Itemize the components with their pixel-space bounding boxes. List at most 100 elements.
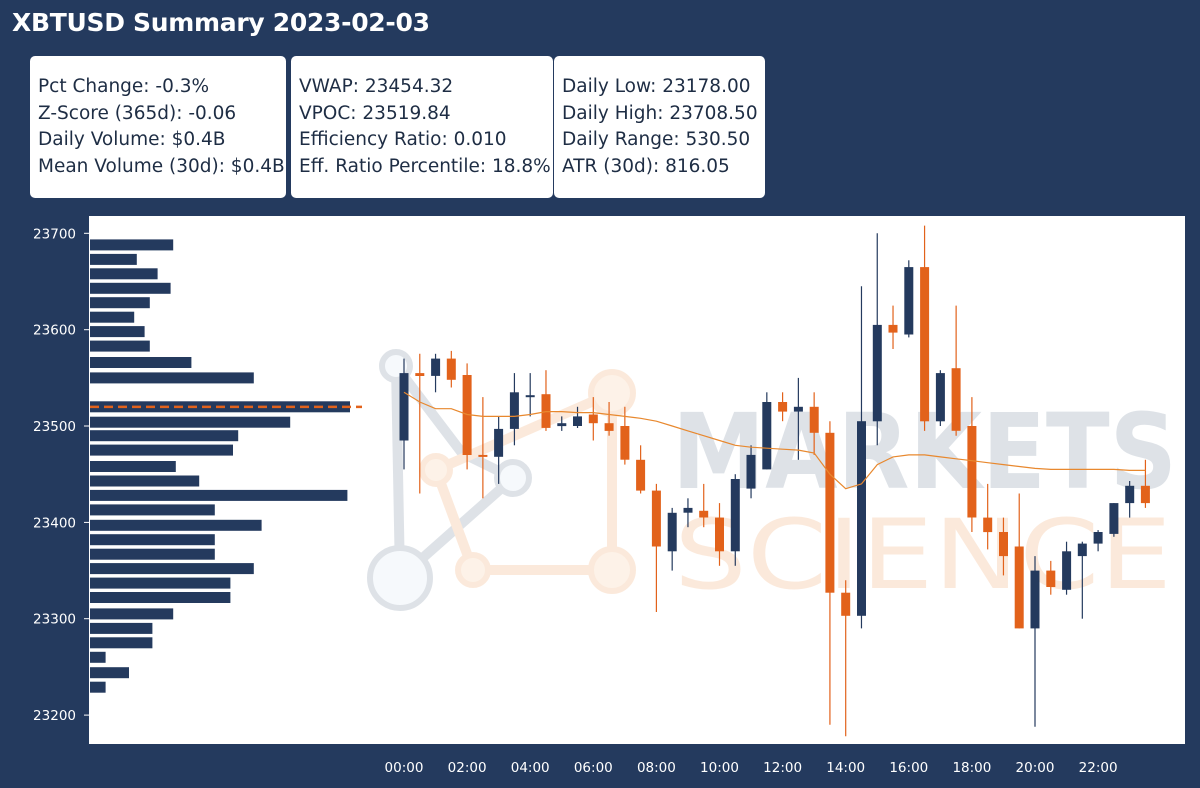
candle-body-up (793, 406, 803, 412)
candlesticks (399, 225, 1150, 737)
candle (762, 392, 772, 470)
volume-profile-bar (90, 489, 348, 501)
candle (1014, 493, 1024, 629)
candle (399, 358, 409, 470)
volume-profile-bar (90, 268, 158, 280)
candle (651, 483, 661, 612)
candle-body-up (494, 428, 504, 457)
volume-profile-bar (90, 563, 254, 575)
volume-profile-bar (90, 297, 150, 309)
candle-body-down (588, 414, 598, 424)
volume-profile-bar (90, 577, 231, 589)
candle-body-up (1030, 570, 1040, 629)
candle (730, 474, 740, 566)
volume-profile-bar (90, 548, 215, 560)
candle (1030, 556, 1040, 727)
candle-body-down (825, 432, 835, 593)
candle-body-down (604, 423, 614, 431)
candle-body-down (620, 426, 630, 460)
candle (841, 580, 851, 737)
candle-body-down (951, 368, 961, 431)
candle-body-up (857, 421, 866, 616)
candle (1140, 459, 1150, 508)
stat-pct-change: Pct Change: -0.3% (38, 76, 210, 97)
candle-body-up (1093, 532, 1103, 544)
candle-body-down (809, 406, 819, 433)
candle (667, 507, 677, 571)
candle-body-down (636, 459, 646, 491)
candle (525, 373, 535, 417)
candle (1077, 541, 1087, 619)
stat-daily-range: Daily Range: 530.50 (562, 129, 751, 150)
x-tick-label: 06:00 (574, 760, 613, 776)
y-tick-label: 23400 (33, 515, 76, 531)
x-tick-label: 02:00 (448, 760, 487, 776)
candle (872, 233, 882, 446)
volume-profile (90, 239, 362, 693)
candle (509, 373, 519, 446)
volume-profile-bar (90, 444, 233, 456)
candle (967, 397, 977, 532)
volume-profile-bar (90, 592, 231, 603)
candle (1046, 560, 1056, 595)
stat-daily-high: Daily High: 23708.50 (562, 102, 758, 124)
candle (983, 483, 993, 550)
candle-body-up (904, 267, 914, 335)
candle (1062, 541, 1072, 595)
candle-body-up (1109, 503, 1119, 534)
volume-profile-bar (90, 239, 174, 251)
candle (699, 483, 709, 528)
volume-profile-bar (90, 253, 137, 265)
candle (462, 363, 472, 470)
vwap-line (403, 391, 1146, 490)
candle (999, 517, 1008, 576)
x-tick-label: 04:00 (511, 760, 550, 776)
candle (746, 445, 756, 499)
candle (573, 406, 582, 428)
x-tick-label: 14:00 (826, 760, 865, 776)
candle-body-up (509, 392, 519, 429)
candle-body-down (778, 402, 788, 412)
volume-profile-bar (90, 430, 239, 442)
stat-z-score: Z-Score (365d): -0.06 (38, 102, 237, 124)
volume-profile-bar (90, 504, 215, 516)
x-tick-label: 00:00 (385, 760, 424, 776)
candle-body-up (557, 423, 567, 427)
stat-vwap: VWAP: 23454.32 (299, 76, 454, 97)
stats-box-volume: Pct Change: -0.3% Z-Score (365d): -0.06 … (30, 56, 286, 198)
candle (683, 498, 693, 528)
candle (1109, 503, 1119, 537)
candle-body-up (762, 402, 772, 470)
candle-body-up (431, 358, 441, 376)
page-title: XBTUSD Summary 2023-02-03 (12, 8, 430, 37)
volume-profile-bar (90, 622, 153, 634)
candle-body-down (415, 373, 425, 376)
candle (825, 421, 835, 725)
x-tick-label: 16:00 (889, 760, 928, 776)
candle-body-down (983, 517, 993, 533)
volume-profile-bar (90, 519, 262, 531)
x-tick-label: 10:00 (700, 760, 739, 776)
x-tick-label: 22:00 (1079, 760, 1118, 776)
candle-body-down (1014, 546, 1024, 629)
stat-mean-volume: Mean Volume (30d): $0.4B (38, 155, 285, 177)
y-axis-ticks: 23200 23300 23400 23500 23600 23700 (33, 226, 89, 724)
volume-profile-bar (90, 326, 145, 338)
candle (778, 392, 788, 422)
y-tick-label: 23500 (33, 419, 76, 435)
candle (494, 416, 504, 484)
stat-eff-ratio-percentile: Eff. Ratio Percentile: 18.8% (299, 155, 551, 177)
candle (857, 286, 866, 629)
candle-body-down (888, 324, 898, 333)
stats-box-vwap: VWAP: 23454.32 VPOC: 23519.84 Efficiency… (291, 56, 553, 198)
candle (809, 392, 819, 455)
y-tick-label: 23600 (33, 323, 76, 339)
stat-daily-volume: Daily Volume: $0.4B (38, 129, 226, 150)
volume-profile-bar (90, 340, 150, 352)
candle-body-up (872, 324, 882, 422)
candle (920, 225, 930, 431)
stat-atr: ATR (30d): 816.05 (562, 155, 730, 177)
y-tick-label: 23700 (33, 226, 76, 242)
candle-body-up (399, 373, 409, 441)
